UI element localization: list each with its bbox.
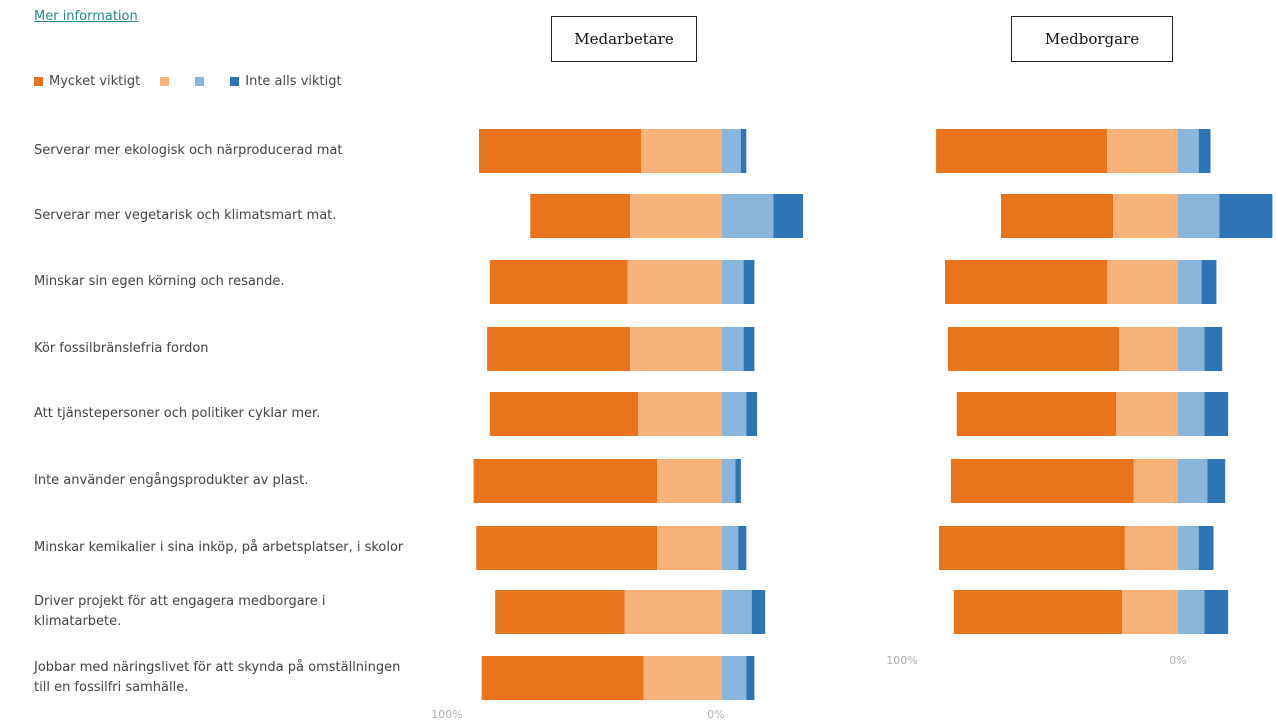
bar-segment[interactable] — [743, 327, 755, 371]
bar-segment[interactable] — [936, 129, 1108, 173]
bar-segment[interactable] — [956, 392, 1117, 436]
bar-segment[interactable] — [746, 392, 758, 436]
bar-segment[interactable] — [1001, 194, 1114, 238]
bar-segment[interactable] — [947, 327, 1119, 371]
bar-segment[interactable] — [722, 129, 741, 173]
bar-segment[interactable] — [479, 129, 641, 173]
bar-segment[interactable] — [1124, 526, 1178, 570]
bar-segment[interactable] — [657, 459, 722, 503]
bar-segment[interactable] — [1178, 459, 1208, 503]
bar-segment[interactable] — [643, 656, 722, 700]
bar-segment[interactable] — [1107, 129, 1178, 173]
chart-title-medarbetare: Medarbetare — [551, 16, 697, 62]
bar-segment[interactable] — [743, 260, 755, 304]
row-label: Serverar mer vegetarisk och klimatsmart … — [34, 208, 337, 223]
bar-segment[interactable] — [476, 526, 658, 570]
bar-segment[interactable] — [953, 590, 1122, 634]
bar-segment[interactable] — [1122, 590, 1179, 634]
bar-segment[interactable] — [945, 260, 1108, 304]
row-label: Inte använder engångsprodukter av plast. — [34, 473, 309, 488]
row-label: Att tjänstepersoner och politiker cyklar… — [34, 406, 321, 421]
row-label: Minskar kemikalier i sina inköp, på arbe… — [34, 540, 404, 555]
bar-segment[interactable] — [746, 656, 755, 700]
bar-segment[interactable] — [738, 526, 747, 570]
bar-segment[interactable] — [735, 459, 741, 503]
legend-swatch — [160, 77, 170, 86]
legend-label: Inte alls viktigt — [245, 74, 342, 89]
axis-label-right: 0% — [1169, 654, 1186, 667]
legend-swatch — [195, 77, 205, 86]
bar-segment[interactable] — [1116, 392, 1178, 436]
bar-segment[interactable] — [722, 656, 747, 700]
bar-segment[interactable] — [657, 526, 722, 570]
bar-segment[interactable] — [1178, 327, 1205, 371]
bar-segment[interactable] — [530, 194, 631, 238]
bar-segment[interactable] — [641, 129, 722, 173]
bar-segment[interactable] — [627, 260, 723, 304]
bar-segment[interactable] — [624, 590, 722, 634]
bar-segment[interactable] — [1201, 260, 1217, 304]
bar-segment[interactable] — [1178, 194, 1220, 238]
legend: Mycket viktigt Inte alls viktigt — [34, 74, 362, 89]
chart-medarbetare: 100% 0% — [431, 129, 803, 721]
bar-segment[interactable] — [740, 129, 747, 173]
bar-segment[interactable] — [722, 260, 744, 304]
bar-segment[interactable] — [1113, 194, 1178, 238]
bar-segment[interactable] — [722, 327, 744, 371]
axis-label-right: 0% — [707, 708, 724, 721]
bar-segment[interactable] — [489, 260, 628, 304]
bar-segment[interactable] — [638, 392, 722, 436]
bar-segment[interactable] — [630, 327, 722, 371]
bar-segment[interactable] — [1204, 392, 1229, 436]
axis-label-left: 100% — [431, 708, 462, 721]
legend-swatch — [34, 77, 43, 86]
row-label: Minskar sin egen körning och resande. — [34, 274, 285, 289]
bar-segment[interactable] — [751, 590, 766, 634]
bar-segment[interactable] — [950, 459, 1134, 503]
bar-segment[interactable] — [1107, 260, 1178, 304]
row-label: Kör fossilbränslefria fordon — [34, 341, 209, 356]
bar-segment[interactable] — [1198, 129, 1211, 173]
legend-item-inte-alls-viktigt[interactable]: Inte alls viktigt — [230, 74, 342, 89]
bar-segment[interactable] — [1198, 526, 1214, 570]
bar-segment[interactable] — [1204, 590, 1229, 634]
bar-segment[interactable] — [722, 459, 736, 503]
bar-segment[interactable] — [722, 392, 747, 436]
chart-medborgare: 100% 0% — [886, 129, 1273, 667]
row-label: Driver projekt för att engagera medborga… — [34, 594, 326, 629]
axis-label-left: 100% — [886, 654, 917, 667]
bar-segment[interactable] — [495, 590, 625, 634]
legend-swatch — [230, 77, 240, 86]
bar-segment[interactable] — [487, 327, 631, 371]
bar-segment[interactable] — [1178, 260, 1202, 304]
bar-segment[interactable] — [1178, 590, 1205, 634]
bar-segment[interactable] — [1204, 327, 1223, 371]
chart-title-medborgare: Medborgare — [1011, 16, 1173, 62]
bar-segment[interactable] — [1133, 459, 1179, 503]
bar-segment[interactable] — [722, 194, 774, 238]
bar-segment[interactable] — [1119, 327, 1178, 371]
bar-segment[interactable] — [1178, 129, 1199, 173]
bar-segment[interactable] — [1219, 194, 1273, 238]
more-info-link[interactable]: Mer information — [34, 9, 138, 24]
legend-item-mycket-viktigt[interactable]: Mycket viktigt — [34, 74, 140, 89]
row-label: Jobbar med näringslivet för att skynda p… — [34, 660, 401, 695]
bar-segment[interactable] — [722, 590, 752, 634]
bar-segment[interactable] — [722, 526, 739, 570]
bar-segment[interactable] — [489, 392, 639, 436]
legend-item-3[interactable] — [195, 77, 210, 86]
bar-segment[interactable] — [1178, 526, 1199, 570]
legend-label: Mycket viktigt — [49, 74, 141, 89]
bar-segment[interactable] — [630, 194, 722, 238]
bar-segment[interactable] — [773, 194, 803, 238]
legend-item-2[interactable] — [160, 77, 175, 86]
bar-segment[interactable] — [1178, 392, 1205, 436]
bar-segment[interactable] — [481, 656, 644, 700]
bar-segment[interactable] — [1207, 459, 1226, 503]
row-label: Serverar mer ekologisk och närproducerad… — [34, 143, 343, 158]
bar-segment[interactable] — [473, 459, 658, 503]
bar-segment[interactable] — [939, 526, 1125, 570]
